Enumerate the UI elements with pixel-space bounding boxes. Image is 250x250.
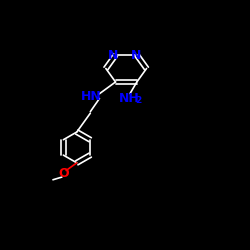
- Text: 2: 2: [135, 96, 141, 105]
- Text: N: N: [108, 48, 118, 62]
- Text: O: O: [58, 168, 69, 180]
- Text: NH: NH: [119, 92, 140, 105]
- Text: HN: HN: [81, 90, 102, 103]
- Text: N: N: [131, 48, 141, 62]
